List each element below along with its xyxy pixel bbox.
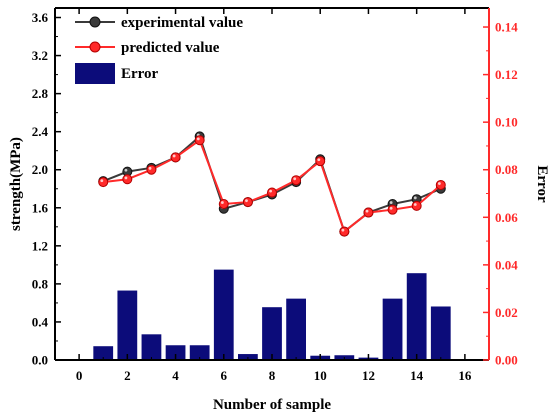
error-bar bbox=[93, 346, 114, 360]
x-tick-label: 2 bbox=[124, 368, 131, 383]
experimental-point-highlight bbox=[124, 168, 128, 172]
tick-labels: 0 2 4 6 8 10 12 14 16 0.0 0.4 0.8 1.2 1.6 2.0 2.4 2.8 3.2… bbox=[32, 10, 519, 383]
y-left-tick-label: 3.6 bbox=[32, 10, 49, 25]
predicted-point-highlight bbox=[196, 137, 200, 141]
error-bar bbox=[406, 273, 427, 360]
x-tick-label: 10 bbox=[314, 368, 327, 383]
y-left-tick-label: 0.0 bbox=[32, 353, 48, 368]
legend-error-label: Error bbox=[121, 66, 159, 82]
predicted-point bbox=[170, 152, 181, 163]
y-left-tick-label: 2.8 bbox=[32, 86, 49, 101]
y-left-tick-label: 1.6 bbox=[32, 200, 49, 215]
legend-experimental-marker bbox=[89, 16, 101, 28]
predicted-point bbox=[339, 226, 350, 237]
predicted-point bbox=[291, 175, 302, 186]
x-tick-label: 14 bbox=[410, 368, 424, 383]
predicted-point-highlight bbox=[269, 189, 272, 193]
predicted-point-highlight bbox=[172, 154, 176, 158]
legend-predicted-label: predicted value bbox=[121, 40, 220, 56]
experimental-point-highlight bbox=[413, 196, 417, 200]
predicted-point-highlight bbox=[413, 203, 417, 206]
predicted-point bbox=[315, 156, 326, 167]
error-bar bbox=[189, 345, 210, 360]
legend-predicted-marker bbox=[89, 41, 101, 53]
y-right-tick-label: 0.14 bbox=[495, 20, 518, 35]
predicted-point bbox=[363, 207, 374, 218]
y-axis-left-title: strength(MPa) bbox=[8, 137, 24, 231]
y-left-tick-label: 3.2 bbox=[32, 48, 48, 63]
predicted-point bbox=[218, 198, 229, 209]
predicted-point-highlight bbox=[317, 158, 321, 162]
y-right-tick-label: 0.04 bbox=[495, 257, 518, 272]
predicted-line bbox=[103, 138, 442, 234]
predicted-point bbox=[194, 135, 205, 146]
y-right-tick-label: 0.10 bbox=[495, 115, 518, 130]
axes bbox=[54, 7, 490, 361]
predicted-point-highlight bbox=[148, 166, 152, 170]
y-right-tick-label: 0.00 bbox=[495, 353, 518, 368]
predicted-point bbox=[435, 179, 446, 190]
predicted-point-highlight bbox=[341, 228, 345, 232]
error-bars bbox=[93, 269, 451, 360]
x-axis-title: Number of sample bbox=[213, 397, 331, 413]
error-bar bbox=[213, 269, 234, 360]
error-bar bbox=[141, 334, 162, 360]
x-tick-label: 4 bbox=[172, 368, 179, 383]
y-right-tick-label: 0.12 bbox=[495, 67, 518, 82]
predicted-point-highlight bbox=[293, 177, 297, 181]
predicted-point-highlight bbox=[437, 182, 441, 185]
y-left-tick-label: 0.8 bbox=[32, 276, 49, 291]
predicted-point bbox=[98, 177, 109, 188]
error-bar bbox=[165, 345, 186, 360]
y-left-tick-label: 2.0 bbox=[32, 162, 48, 177]
x-tick-label: 8 bbox=[269, 368, 276, 383]
predicted-point bbox=[411, 200, 422, 211]
error-bar bbox=[430, 306, 451, 360]
legend-error-swatch bbox=[75, 63, 115, 84]
legend-experimental-label: experimental value bbox=[121, 15, 243, 31]
y-right-tick-label: 0.06 bbox=[495, 210, 518, 225]
error-bar bbox=[117, 290, 138, 360]
error-bar bbox=[262, 307, 282, 360]
legend: experimental value predicted value Error bbox=[75, 15, 243, 84]
predicted-point-highlight bbox=[220, 201, 224, 204]
predicted-point bbox=[146, 164, 157, 175]
predicted-point bbox=[267, 187, 277, 198]
x-tick-label: 0 bbox=[76, 368, 83, 383]
x-tick-label: 12 bbox=[362, 368, 375, 383]
predicted-point-highlight bbox=[365, 209, 369, 213]
y-left-tick-label: 1.2 bbox=[32, 238, 48, 253]
error-bar bbox=[286, 298, 306, 360]
series-lines bbox=[98, 131, 446, 237]
predicted-point bbox=[122, 174, 133, 185]
predicted-point-highlight bbox=[124, 176, 128, 180]
y-right-tick-label: 0.08 bbox=[495, 162, 518, 177]
x-tick-label: 6 bbox=[221, 368, 228, 383]
experimental-point-highlight bbox=[389, 201, 393, 204]
y-axis-right-title: Error bbox=[534, 165, 550, 203]
error-bar bbox=[382, 298, 403, 360]
y-left-tick-label: 2.4 bbox=[32, 124, 49, 139]
x-tick-label: 16 bbox=[458, 368, 472, 383]
predicted-point-highlight bbox=[245, 199, 248, 203]
y-left-tick-label: 0.4 bbox=[32, 314, 49, 329]
predicted-point bbox=[242, 197, 253, 208]
y-right-tick-label: 0.02 bbox=[495, 305, 518, 320]
predicted-point-highlight bbox=[389, 206, 393, 210]
predicted-point-highlight bbox=[100, 179, 104, 183]
experimental-line bbox=[102, 134, 442, 234]
predicted-point bbox=[387, 204, 398, 215]
